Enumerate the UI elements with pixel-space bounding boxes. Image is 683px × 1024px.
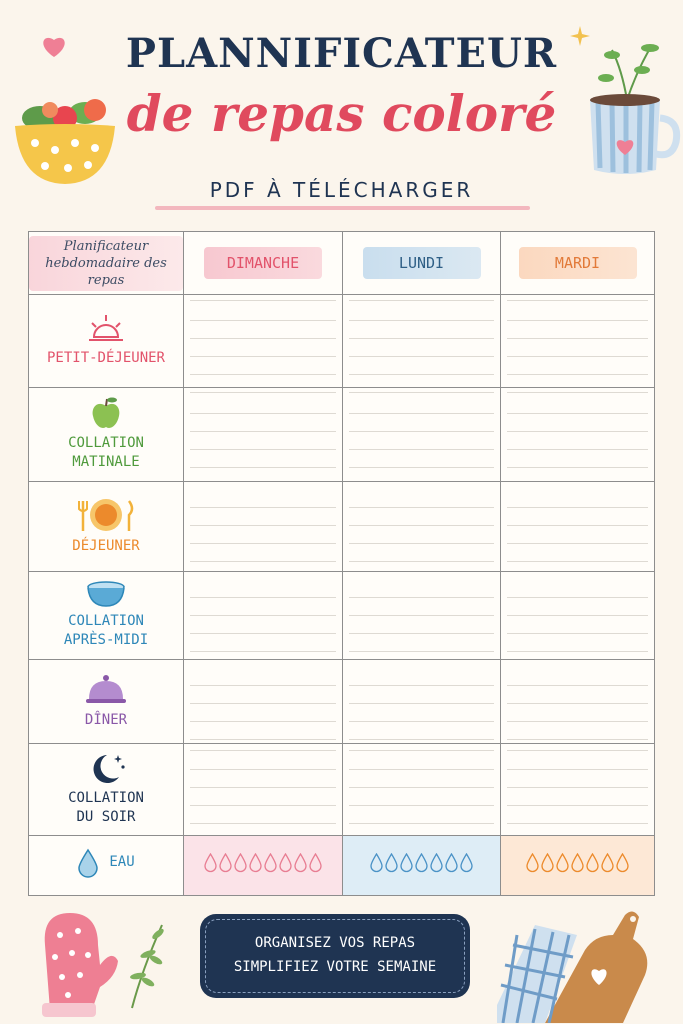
tagline-underline <box>155 206 530 210</box>
banner-dashed-border <box>205 919 465 993</box>
water-tracker-monday[interactable] <box>342 834 501 897</box>
water-drop-icon[interactable] <box>294 852 307 873</box>
meal-label-cell: COLLATION APRÈS-MIDI <box>28 570 184 660</box>
water-drop-icon[interactable] <box>445 852 458 873</box>
meal-entry-cell[interactable] <box>500 294 655 388</box>
water-drop-icon <box>78 848 99 878</box>
meal-label-cell: DÉJEUNER <box>28 480 184 572</box>
salad-bowl-icon <box>15 99 115 184</box>
meal-label: DÎNER <box>84 711 128 728</box>
water-tracker-tuesday[interactable] <box>500 834 655 897</box>
oven-mitt-icon <box>42 913 118 1017</box>
meal-entry-cell[interactable] <box>342 742 501 836</box>
water-drop-icon[interactable] <box>370 852 383 873</box>
meal-label-line2: APRÈS-MIDI <box>63 632 149 649</box>
mug-plant-icon <box>590 44 681 174</box>
moon-stars-icon <box>93 755 125 784</box>
herb-sprig-icon <box>130 924 164 1009</box>
banner-line-1: ORGANISEZ VOS REPAS <box>254 935 416 951</box>
day-label-tuesday: MARDI <box>518 247 637 280</box>
meal-entry-cell[interactable] <box>342 570 501 660</box>
meal-label: PETIT-DÉJEUNER <box>46 350 165 367</box>
water-drop-icon[interactable] <box>571 852 584 873</box>
water-drop-icon[interactable] <box>309 852 322 873</box>
water-drop-icon[interactable] <box>430 852 443 873</box>
meal-entry-cell[interactable] <box>183 480 343 572</box>
cutting-board-icon <box>497 911 648 1023</box>
water-drop-icon[interactable] <box>264 852 277 873</box>
day-label-monday: LUNDI <box>362 247 481 280</box>
download-tagline: PDF À TÉLÉCHARGER <box>209 178 474 202</box>
corner-cell: Planificateur hebdomadaire des repas <box>28 230 184 296</box>
day-header-monday: LUNDI <box>342 230 501 296</box>
meal-planner-table: Planificateur hebdomadaire des repas DIM… <box>28 230 655 897</box>
meal-label-cell: PETIT-DÉJEUNER <box>28 294 184 388</box>
sunrise-icon <box>89 315 123 342</box>
water-drop-icon[interactable] <box>460 852 473 873</box>
meal-label: COLLATION <box>68 613 144 630</box>
water-drop-icon[interactable] <box>415 852 428 873</box>
meal-entry-cell[interactable] <box>183 570 343 660</box>
meal-label-cell: COLLATION MATINALE <box>28 386 184 482</box>
water-drop-icon[interactable] <box>279 852 292 873</box>
meal-entry-cell[interactable] <box>342 386 501 482</box>
water-drop-icon[interactable] <box>219 852 232 873</box>
weekly-planner-label: Planificateur hebdomadaire des repas <box>29 235 183 291</box>
meal-label-cell: DÎNER <box>28 658 184 744</box>
meal-label-line2: MATINALE <box>72 454 140 471</box>
meal-row-morning-snack: COLLATION MATINALE <box>28 386 655 482</box>
day-header-sunday: DIMANCHE <box>183 230 343 296</box>
water-drop-icon[interactable] <box>586 852 599 873</box>
water-label-cell: EAU <box>28 834 184 897</box>
water-drop-icon[interactable] <box>234 852 247 873</box>
meal-entry-cell[interactable] <box>500 386 655 482</box>
header-row: Planificateur hebdomadaire des repas DIM… <box>28 230 655 296</box>
page-title: PLANNIFICATEUR <box>125 30 558 77</box>
water-drop-icon[interactable] <box>601 852 614 873</box>
water-drop-icon[interactable] <box>249 852 262 873</box>
meal-entry-cell[interactable] <box>342 658 501 744</box>
meal-entry-cell[interactable] <box>183 386 343 482</box>
heart-icon <box>43 37 65 57</box>
water-drop-icon[interactable] <box>204 852 217 873</box>
cloche-icon <box>86 674 126 703</box>
meal-row-evening-snack: COLLATION DU SOIR <box>28 742 655 836</box>
meal-entry-cell[interactable] <box>500 658 655 744</box>
footer-banner: ORGANISEZ VOS REPAS SIMPLIFIEZ VOTRE SEM… <box>200 914 470 998</box>
meal-label: DÉJEUNER <box>72 537 140 554</box>
meal-entry-cell[interactable] <box>183 294 343 388</box>
meal-row-lunch: DÉJEUNER <box>28 480 655 572</box>
apple-icon <box>92 397 120 429</box>
water-drop-icon[interactable] <box>556 852 569 873</box>
page-subtitle: de repas coloré <box>126 84 557 143</box>
meal-entry-cell[interactable] <box>500 480 655 572</box>
banner-line-2: SIMPLIFIEZ VOTRE SEMAINE <box>233 959 437 975</box>
meal-row-breakfast: PETIT-DÉJEUNER <box>28 294 655 388</box>
meal-label-line2: DU SOIR <box>76 809 136 826</box>
meal-label-cell: COLLATION DU SOIR <box>28 742 184 836</box>
day-header-tuesday: MARDI <box>500 230 655 296</box>
meal-entry-cell[interactable] <box>500 742 655 836</box>
plate-cutlery-icon <box>78 498 134 531</box>
water-drop-icon[interactable] <box>526 852 539 873</box>
meal-entry-cell[interactable] <box>183 742 343 836</box>
water-drop-icon[interactable] <box>385 852 398 873</box>
water-drop-icon[interactable] <box>400 852 413 873</box>
meal-entry-cell[interactable] <box>183 658 343 744</box>
water-drop-icon[interactable] <box>541 852 554 873</box>
day-label-sunday: DIMANCHE <box>204 247 322 280</box>
water-tracker-sunday[interactable] <box>183 834 343 897</box>
meal-entry-cell[interactable] <box>342 294 501 388</box>
meal-row-dinner: DÎNER <box>28 658 655 744</box>
meal-entry-cell[interactable] <box>342 480 501 572</box>
meal-entry-cell[interactable] <box>500 570 655 660</box>
meal-label: COLLATION <box>68 435 144 452</box>
bowl-icon <box>87 581 125 607</box>
water-row: EAU <box>28 834 655 897</box>
meal-row-afternoon-snack: COLLATION APRÈS-MIDI <box>28 570 655 660</box>
water-label: EAU <box>109 854 135 871</box>
meal-label: COLLATION <box>68 790 144 807</box>
sparkle-icon <box>570 26 590 46</box>
water-drop-icon[interactable] <box>616 852 629 873</box>
